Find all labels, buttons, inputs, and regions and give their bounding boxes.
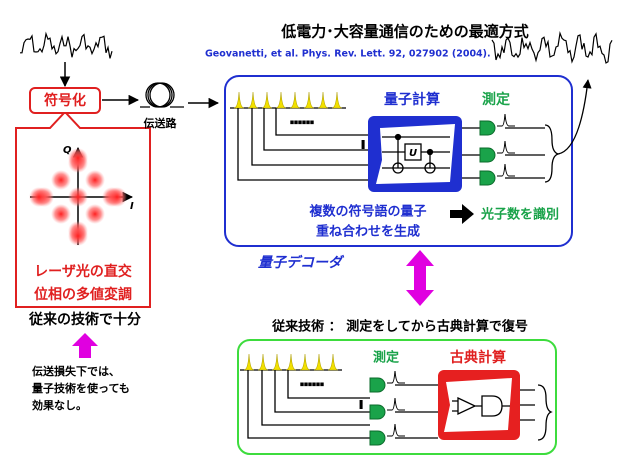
- decoder-panel: [224, 75, 573, 247]
- text: ⋮: [358, 140, 368, 151]
- pulse: [271, 353, 283, 371]
- logic-gates: [452, 395, 510, 417]
- output-signal: [491, 31, 613, 64]
- pulse: [303, 91, 315, 109]
- path: [537, 384, 553, 441]
- i-label: I: [130, 201, 134, 212]
- conventional-heading: 従来技術 ： 測定をしてから古典計算で復号: [271, 319, 528, 335]
- pulse: [299, 353, 311, 371]
- waveform: [491, 31, 613, 64]
- note: 効果なし。: [32, 398, 87, 412]
- measurement-label: 測定: [373, 350, 399, 366]
- waveform: [20, 31, 113, 59]
- pulse: [289, 91, 301, 109]
- logic-paper: [444, 378, 512, 432]
- path: [237, 108, 368, 181]
- path: [247, 370, 370, 439]
- detector-signal: [497, 140, 515, 154]
- text: ……: [300, 375, 324, 389]
- constellation-points: [29, 148, 127, 246]
- pulse: [331, 91, 343, 109]
- note: 量子技術を使っても: [32, 381, 130, 395]
- ellipse: [147, 82, 173, 108]
- encoder-panel: [15, 110, 151, 308]
- quantum-label: 量子計算: [384, 91, 440, 108]
- detector: [369, 430, 386, 446]
- path: [452, 395, 510, 417]
- citation: Geovanetti, et al. Phys. Rev. Lett. 92, …: [205, 49, 491, 60]
- detector-signal: [497, 163, 515, 177]
- wires: …… ⋮: [237, 79, 592, 183]
- encoder-box: [29, 87, 101, 114]
- constellation-point: [51, 204, 71, 224]
- detector: [369, 377, 386, 393]
- path: [395, 384, 535, 439]
- q-label: Q: [63, 145, 72, 156]
- up-arrow: [72, 333, 98, 358]
- channel-label: 伝送路: [144, 116, 178, 130]
- decoder-desc: 複数の符号語の量子: [308, 204, 426, 220]
- constellation-point: [85, 170, 105, 190]
- pulse: [317, 91, 329, 109]
- constellation-point: [107, 187, 127, 207]
- wires: …… ⋮: [247, 370, 553, 441]
- input-signal: [20, 31, 113, 59]
- detector-signal: [387, 397, 405, 411]
- detectors: [369, 370, 405, 446]
- decoder-desc: 重ね合わせを生成: [316, 224, 420, 240]
- constellation-point: [29, 187, 49, 207]
- circle: [392, 162, 404, 174]
- detector: [479, 147, 496, 163]
- pulse: [261, 91, 273, 109]
- arrow: [450, 204, 474, 224]
- encoder-desc: 位相の多値変調: [34, 286, 132, 303]
- pulse: [243, 353, 255, 371]
- measurement-label: 測定: [482, 91, 510, 108]
- circuit: [382, 133, 450, 174]
- double-arrow: [406, 250, 434, 306]
- detector-signal: [387, 423, 405, 437]
- constellation-point: [68, 148, 88, 168]
- detector-signal: [497, 113, 515, 127]
- pulse: [285, 353, 297, 371]
- ellipse: [149, 82, 175, 108]
- constellation-point: [51, 170, 71, 190]
- pulse: [313, 353, 325, 371]
- constellation-point: [68, 226, 88, 246]
- pulse: [327, 353, 339, 371]
- pulse: [257, 353, 269, 371]
- text: ⋮: [356, 400, 366, 411]
- conventional-panel: [237, 339, 557, 455]
- path: [544, 124, 561, 183]
- detectors: [479, 113, 515, 186]
- path: [557, 79, 592, 155]
- detector: [479, 170, 496, 186]
- pulse-train: [230, 91, 346, 109]
- result-label: 光子数を識別: [480, 207, 559, 223]
- rect: [404, 143, 422, 161]
- pulse: [247, 91, 259, 109]
- encoder-label: 符号化: [43, 92, 86, 109]
- title: 低電力･大容量通信のための最適方式: [280, 23, 529, 41]
- text: ……: [290, 113, 314, 127]
- circle: [424, 162, 436, 174]
- constellation-point: [68, 187, 88, 207]
- classical-label: 古典計算: [450, 349, 506, 366]
- note: 伝送損失下では、: [32, 364, 120, 378]
- detector: [479, 120, 496, 136]
- pulse: [275, 91, 287, 109]
- sufficient-label: 従来の技術で十分: [28, 311, 141, 328]
- decoder-title: 量子デコーダ: [258, 254, 345, 271]
- pulse: [233, 91, 245, 109]
- path: [505, 127, 545, 179]
- detector-signal: [387, 370, 405, 384]
- gate-label: U: [409, 148, 417, 159]
- constellation-point: [85, 204, 105, 224]
- fiber-coil: [140, 82, 184, 108]
- encoder-desc: レーザ光の直交: [34, 263, 132, 280]
- pulse-train: [240, 353, 342, 371]
- path: [462, 127, 480, 179]
- detector: [369, 404, 386, 420]
